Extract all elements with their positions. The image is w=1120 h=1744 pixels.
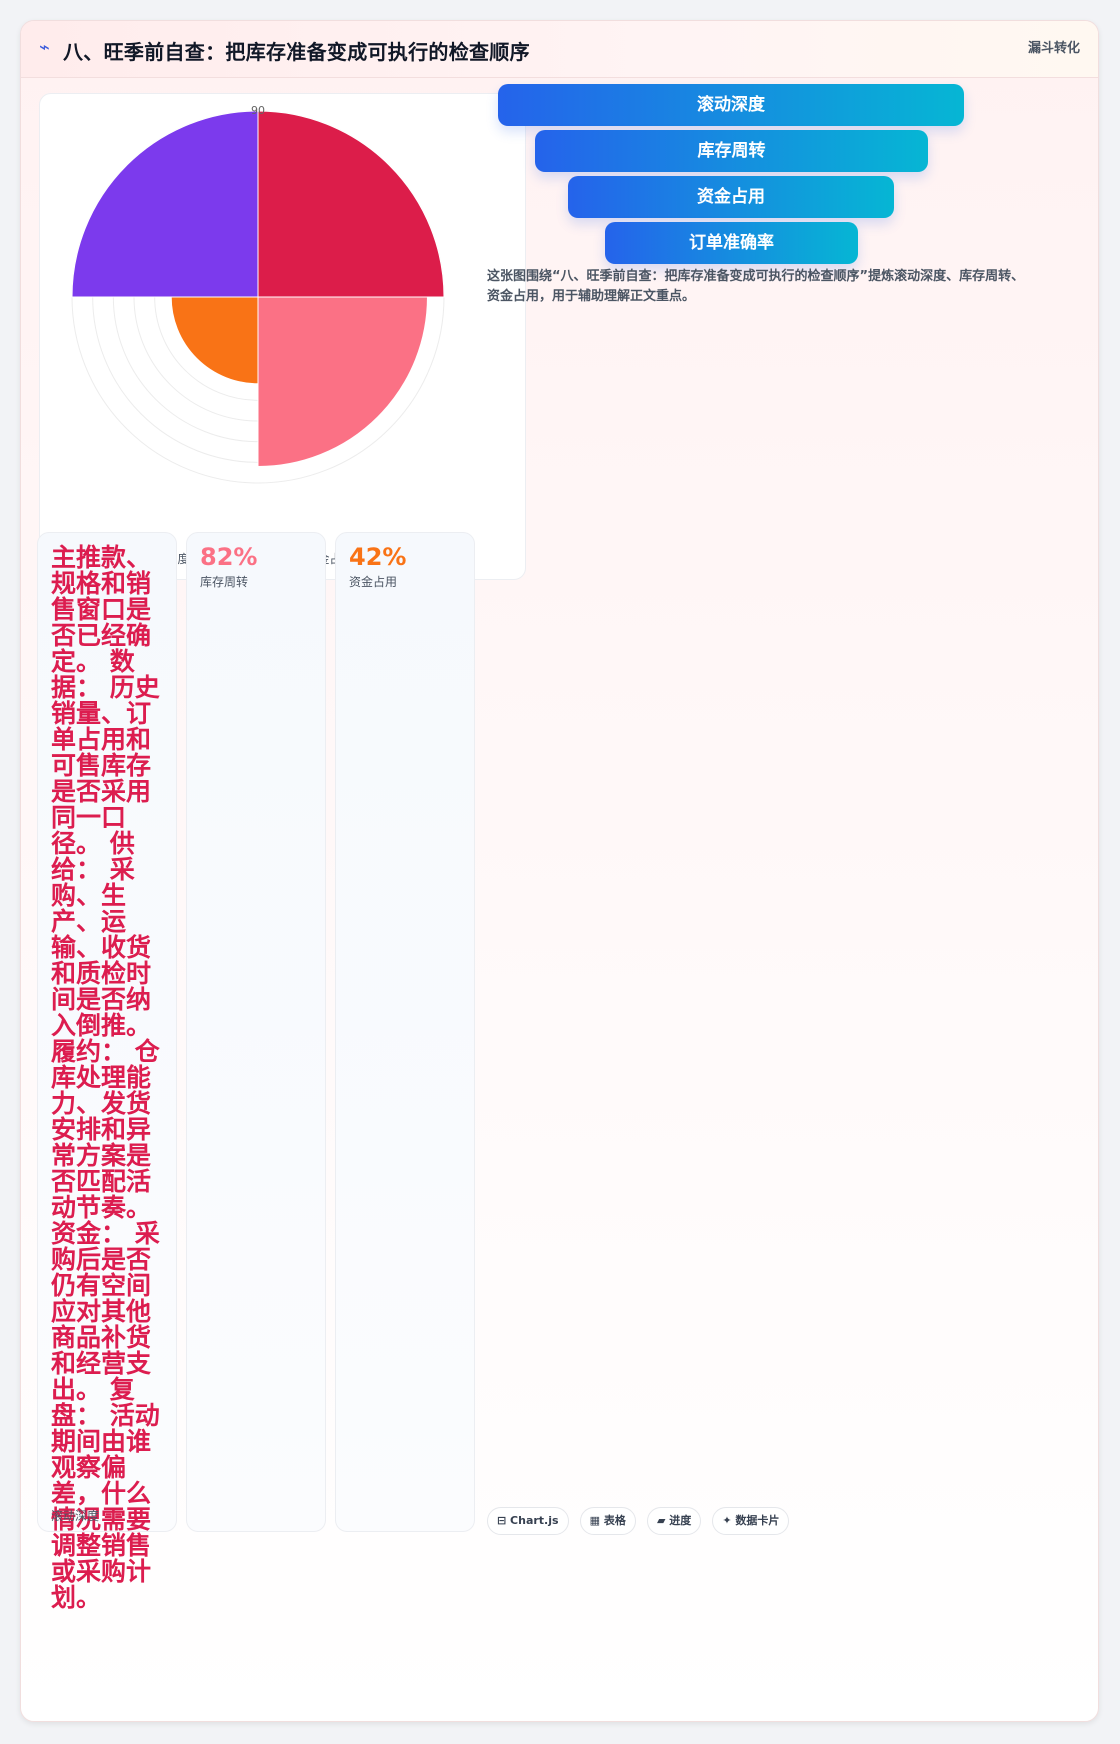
section-title: 八、旺季前自查：把库存准备变成可执行的检查顺序 — [63, 40, 530, 64]
stat-value: 82% — [200, 543, 258, 571]
funnel-step-3: 资金占用 — [568, 176, 894, 218]
stat-card-text: 主推款、规格和销售窗口是否已经确定。 数据： 历史销量、订单占用和可售库存是否采… — [37, 532, 177, 1611]
tag-data-card[interactable]: ✦ 数据卡片 — [712, 1507, 790, 1535]
funnel-step-2: 库存周转 — [535, 130, 928, 172]
chart-caption: 这张图围绕“八、旺季前自查：把库存准备变成可执行的检查顺序”提炼滚动深度、库存周… — [487, 269, 1025, 304]
polar-sector-2[interactable] — [257, 296, 428, 467]
stat-label: 资金占用 — [349, 575, 398, 589]
chart-line-icon: ⌁ — [39, 37, 50, 58]
section-header: ⌁ 八、旺季前自查：把库存准备变成可执行的检查顺序 漏斗转化 — [21, 21, 1098, 78]
tag-table[interactable]: ▦ 表格 — [579, 1507, 636, 1535]
tag-progress[interactable]: ▰ 进度 — [646, 1507, 702, 1535]
polar-sector-3[interactable] — [170, 296, 259, 385]
chart-type-badge: 漏斗转化 — [1027, 41, 1080, 56]
polar-sector-1[interactable] — [257, 110, 445, 298]
polar-sector-4[interactable] — [71, 110, 259, 298]
funnel-step-1: 滚动深度 — [498, 84, 964, 126]
stat-card-text-body: 主推款、规格和销售窗口是否已经确定。 数据： 历史销量、订单占用和可售库存是否采… — [51, 543, 160, 1612]
radial-tick-label: 90 — [251, 104, 265, 117]
tag-list: ⊟ Chart.js ▦ 表格 ▰ 进度 ✦ 数据卡片 — [487, 1507, 795, 1535]
polar-area-chart: 90 — [71, 104, 445, 484]
stat-card-capital-usage: 42% 资金占用 — [335, 532, 475, 1532]
content-card: ⌁ 八、旺季前自查：把库存准备变成可执行的检查顺序 漏斗转化 90 滚动深度库存… — [20, 20, 1099, 1722]
funnel-step-4: 订单准确率 — [605, 222, 858, 264]
stat-card-inventory-turnover: 82% 库存周转 — [186, 532, 326, 1532]
tag-chartjs[interactable]: ⊟ Chart.js — [487, 1507, 569, 1535]
stat-card-label: 滚动深度 — [51, 1509, 100, 1523]
stat-label: 库存周转 — [200, 575, 249, 589]
stat-value: 42% — [349, 543, 407, 571]
